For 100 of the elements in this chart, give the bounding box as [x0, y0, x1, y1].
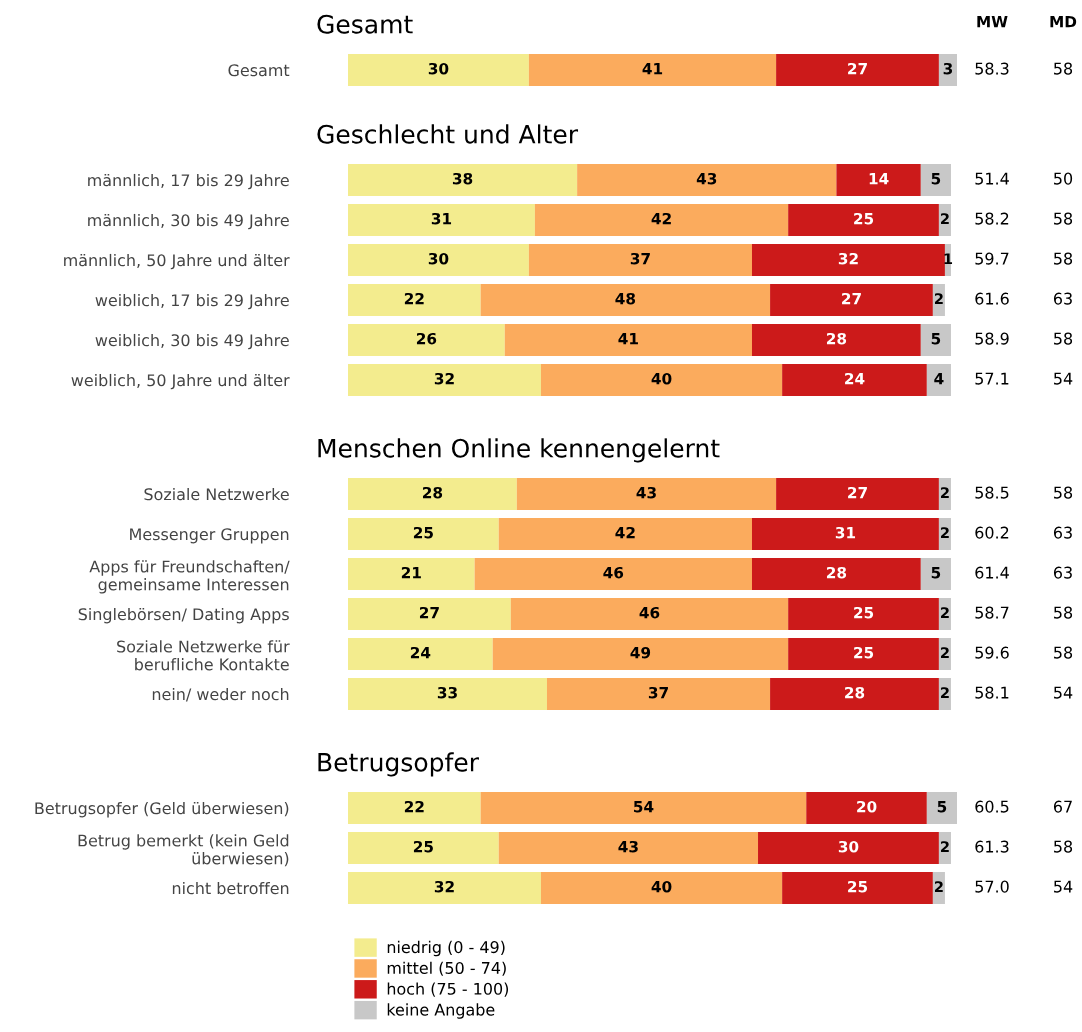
text: 67	[1053, 800, 1072, 813]
data-label: 5	[931, 173, 941, 185]
text: MW	[977, 16, 1008, 28]
text: 61.4	[975, 566, 1009, 579]
bar	[480, 792, 807, 824]
data-label: 41	[642, 63, 663, 75]
bar	[577, 164, 837, 196]
legend-label: keine Angabe	[387, 1003, 495, 1019]
text: 58	[1054, 332, 1073, 345]
chart-title: Menschen Online kennengelernt	[318, 438, 720, 463]
data-label: 54	[634, 801, 654, 813]
data-label: 5	[931, 567, 941, 579]
text: 61.6	[975, 292, 1009, 305]
bar	[920, 324, 951, 356]
data-label: 48	[615, 292, 636, 305]
text: 58.1	[975, 686, 1009, 699]
text: 58.9	[975, 332, 1009, 345]
text: 58	[1054, 486, 1073, 499]
data-label: 37	[648, 686, 668, 699]
data-label: 40	[651, 880, 672, 893]
data-label: 2	[941, 527, 949, 539]
y-tick-label: nicht betroffen	[172, 881, 289, 895]
data-label: 24	[410, 646, 431, 659]
data-label: 28	[422, 486, 443, 499]
bar	[926, 792, 957, 824]
data-label: 2	[934, 881, 943, 893]
text: 63	[1053, 566, 1072, 579]
bar	[540, 872, 783, 904]
data-label: 3	[943, 62, 953, 75]
text: 57.1	[975, 372, 1009, 385]
bar	[348, 164, 578, 196]
y-tick-label: Betrugsopfer (Geld überwiesen)	[35, 801, 289, 818]
data-label: 32	[434, 880, 454, 893]
data-label: 25	[413, 840, 433, 853]
y-tick-label: weiblich, 50 Jahre und älter	[71, 373, 290, 390]
data-label: 42	[651, 212, 671, 225]
bar	[776, 478, 939, 510]
bar	[770, 284, 933, 316]
data-label: 43	[618, 840, 638, 853]
text: 58	[1054, 252, 1073, 265]
bar	[920, 164, 951, 196]
text: 60.5	[975, 800, 1009, 813]
bar	[751, 558, 921, 590]
data-label: 25	[854, 606, 874, 619]
bar	[348, 638, 493, 670]
data-label: 20	[857, 800, 877, 813]
bar	[528, 244, 752, 276]
bar	[348, 364, 541, 396]
bar	[480, 284, 771, 316]
y-tick-label: weiblich, 17 bis 29 Jahre	[95, 293, 289, 310]
data-label: 30	[838, 840, 859, 853]
bar	[348, 792, 481, 824]
bar	[348, 284, 481, 316]
y-tick-label: Apps für Freundschaften/ gemeinsame Interessen	[89, 560, 290, 594]
text: 54	[1054, 880, 1073, 893]
bar	[751, 244, 945, 276]
data-label: 21	[401, 566, 421, 579]
bar	[788, 204, 939, 236]
text: 58	[1054, 212, 1073, 225]
data-label: 41	[618, 333, 638, 345]
data-label: 46	[603, 566, 624, 579]
data-label: 42	[615, 526, 635, 539]
text: 58.7	[975, 606, 1009, 619]
y-tick-label: männlich, 50 Jahre und älter	[64, 253, 290, 270]
bar	[504, 324, 752, 356]
bar	[751, 324, 921, 356]
data-label: 33	[437, 686, 457, 699]
y-tick-label: männlich, 30 bis 49 Jahre	[88, 213, 289, 230]
bar	[498, 832, 759, 864]
text: 61.3	[975, 840, 1009, 853]
data-label: 28	[845, 686, 865, 699]
text: 58.3	[975, 62, 1009, 75]
bar	[782, 364, 927, 396]
text: 50	[1054, 172, 1073, 185]
bar	[348, 204, 535, 236]
text: 54	[1054, 372, 1073, 385]
data-label: 14	[869, 173, 889, 185]
bar	[806, 792, 927, 824]
data-label: 31	[431, 212, 452, 225]
data-label: 24	[845, 372, 865, 385]
bar	[758, 832, 939, 864]
data-label: 40	[651, 372, 672, 385]
data-label: 22	[404, 800, 424, 813]
data-label: 22	[404, 292, 424, 305]
data-label: 2	[934, 293, 943, 305]
text: 58.5	[975, 486, 1009, 499]
text: 51.4	[975, 172, 1009, 185]
bar	[776, 54, 939, 86]
y-tick-label: Singlebörsen/ Dating Apps	[78, 607, 289, 624]
bar	[920, 558, 951, 590]
bar	[770, 678, 939, 710]
bar	[751, 518, 939, 550]
bar	[348, 244, 529, 276]
bar	[546, 678, 771, 710]
text: 60.2	[975, 526, 1009, 539]
data-label: 30	[428, 252, 449, 265]
data-label: 26	[416, 332, 437, 345]
data-label: 25	[848, 880, 868, 893]
data-label: 46	[639, 606, 660, 619]
data-label: 2	[941, 687, 949, 699]
